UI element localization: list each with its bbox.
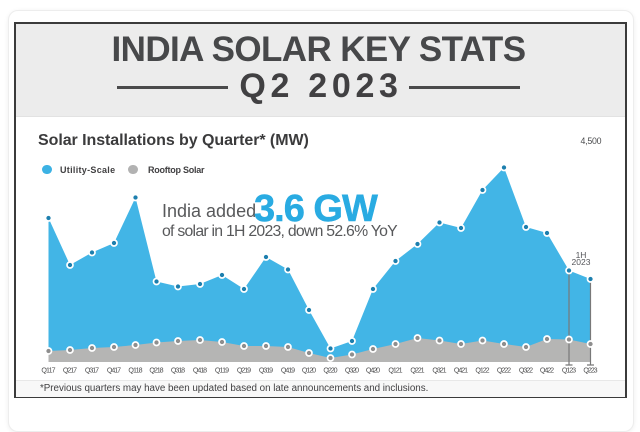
svg-text:Q317: Q317 <box>85 367 99 375</box>
svg-text:Q218: Q218 <box>149 367 163 375</box>
svg-text:Q119: Q119 <box>215 367 229 375</box>
svg-text:Q121: Q121 <box>388 367 402 375</box>
svg-text:Q223: Q223 <box>583 367 597 375</box>
svg-text:Q418: Q418 <box>193 367 207 375</box>
svg-text:Q118: Q118 <box>128 367 142 375</box>
svg-text:Q420: Q420 <box>366 367 380 375</box>
svg-text:Q220: Q220 <box>323 367 337 375</box>
svg-text:Q321: Q321 <box>432 367 446 375</box>
svg-text:Q422: Q422 <box>540 367 554 375</box>
svg-text:Q122: Q122 <box>475 367 489 375</box>
svg-text:Q417: Q417 <box>107 367 121 375</box>
svg-text:Q419: Q419 <box>281 367 295 375</box>
svg-text:Q219: Q219 <box>237 367 251 375</box>
svg-text:Q117: Q117 <box>41 367 55 375</box>
svg-text:Q221: Q221 <box>410 367 424 375</box>
svg-text:Q320: Q320 <box>345 367 359 375</box>
svg-text:Q120: Q120 <box>302 367 316 375</box>
svg-text:Q123: Q123 <box>562 367 576 375</box>
svg-text:Q222: Q222 <box>497 367 511 375</box>
svg-text:Q217: Q217 <box>63 367 77 375</box>
svg-text:Q322: Q322 <box>519 367 533 375</box>
svg-text:Q319: Q319 <box>259 367 273 375</box>
svg-text:Q421: Q421 <box>454 367 468 375</box>
svg-text:Q318: Q318 <box>171 367 185 375</box>
